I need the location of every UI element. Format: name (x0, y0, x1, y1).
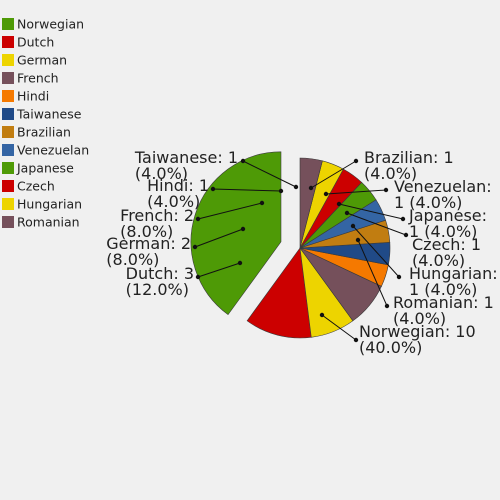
legend-label-japanese: Japanese (16, 161, 74, 176)
slice-label-hindi: Hindi: 1 (4.0%) (147, 176, 209, 211)
leader-end-dot-french (195, 216, 201, 222)
pie-slice-dutch (246, 247, 312, 339)
slice-label-brazilian: Brazilian: 1 (4.0%) (364, 148, 454, 183)
leader-line-taiwanese (242, 160, 297, 188)
legend-swatch-german (2, 54, 14, 66)
legend: Norwegian Dutch German French Hindi Taiwanese… (2, 17, 89, 230)
leader-line-brazilian (310, 160, 357, 189)
leader-dot-brazilian (308, 185, 314, 191)
leader-end-dot-dutch (195, 274, 201, 280)
leader-dot-norwegian (319, 312, 325, 318)
leader-dot-german (240, 226, 246, 232)
leader-line-german (194, 228, 244, 248)
slice-label-czech: Czech: 1 (4.0%) (412, 235, 481, 270)
slice-label-hungarian: Hungarian: 1 (4.0%) (409, 264, 498, 299)
legend-label-french: French (17, 71, 59, 86)
legend-label-taiwanese: Taiwanese (16, 107, 82, 122)
leader-dot-hungarian (350, 223, 356, 229)
leader-end-dot-hungarian (396, 274, 402, 280)
legend-swatch-japanese (2, 162, 14, 174)
slice-label-japanese: Japanese: 1 (4.0%) (408, 206, 487, 241)
slice-label-french: French: 2 (8.0%) (120, 206, 194, 241)
legend-swatch-czech (2, 180, 14, 192)
leader-line-venezuelan (325, 189, 387, 195)
leader-dot-czech (344, 210, 350, 216)
leader-end-dot-czech (403, 232, 409, 238)
legend-label-romanian: Romanian (17, 215, 80, 230)
leader-line-japanese (338, 203, 404, 220)
leader-dot-romanian (355, 237, 361, 243)
leader-line-hindi (212, 188, 282, 192)
pie-slice-norwegian (190, 151, 282, 316)
legend-swatch-brazilian (2, 126, 14, 138)
leader-end-dot-taiwanese (240, 158, 246, 164)
leader-line-romanian (357, 239, 388, 307)
leader-dot-venezuelan (323, 191, 329, 197)
leader-end-dot-norwegian (353, 337, 359, 343)
legend-label-dutch: Dutch (17, 35, 54, 50)
legend-swatch-hindi (2, 90, 14, 102)
slice-label-taiwanese: Taiwanese: 1 (4.0%) (134, 148, 238, 183)
leader-line-czech (346, 212, 407, 236)
label-leaders (192, 158, 409, 343)
slice-label-german: German: 2 (8.0%) (106, 234, 191, 269)
slice-labels: Norwegian: 10 (40.0%) Dutch: 3 (12.0%)Germa… (106, 148, 497, 357)
leader-end-dot-japanese (400, 216, 406, 222)
legend-label-norwegian: Norwegian (17, 17, 84, 32)
legend-swatch-hungarian (2, 198, 14, 210)
leader-end-dot-german (192, 244, 198, 250)
leader-line-dutch (197, 262, 241, 278)
legend-label-venezuelan: Venezuelan (17, 143, 89, 158)
legend-swatch-romanian (2, 216, 14, 228)
legend-label-german: German (17, 53, 67, 68)
legend-swatch-french (2, 72, 14, 84)
leader-dot-dutch (237, 260, 243, 266)
leader-dot-french (259, 200, 265, 206)
legend-swatch-venezuelan (2, 144, 14, 156)
leader-end-dot-brazilian (353, 158, 359, 164)
legend-label-hindi: Hindi (17, 89, 49, 104)
legend-label-brazilian: Brazilian (17, 125, 71, 140)
slice-label-dutch: Dutch: 3 (12.0%) (126, 264, 194, 299)
legend-label-czech: Czech (17, 179, 55, 194)
leader-dot-taiwanese (293, 184, 299, 190)
slice-label-romanian: Romanian: 1 (4.0%) (393, 293, 494, 328)
legend-swatch-dutch (2, 36, 14, 48)
legend-label-hungarian: Hungarian (17, 197, 82, 212)
slice-label-venezuelan: Venezuelan: 1 (4.0%) (394, 177, 492, 212)
pie-slice-romanian (299, 157, 323, 249)
slice-label-norwegian: Norwegian: 10 (40.0%) (359, 322, 476, 357)
leader-line-french (197, 202, 263, 220)
legend-swatch-norwegian (2, 18, 14, 30)
leader-end-dot-romanian (384, 303, 390, 309)
leader-end-dot-hindi (210, 186, 216, 192)
leader-line-norwegian (321, 314, 357, 341)
leader-dot-japanese (336, 201, 342, 207)
leader-line-hungarian (352, 225, 400, 278)
leader-end-dot-venezuelan (383, 187, 389, 193)
leader-dot-hindi (278, 188, 284, 194)
legend-swatch-taiwanese (2, 108, 14, 120)
